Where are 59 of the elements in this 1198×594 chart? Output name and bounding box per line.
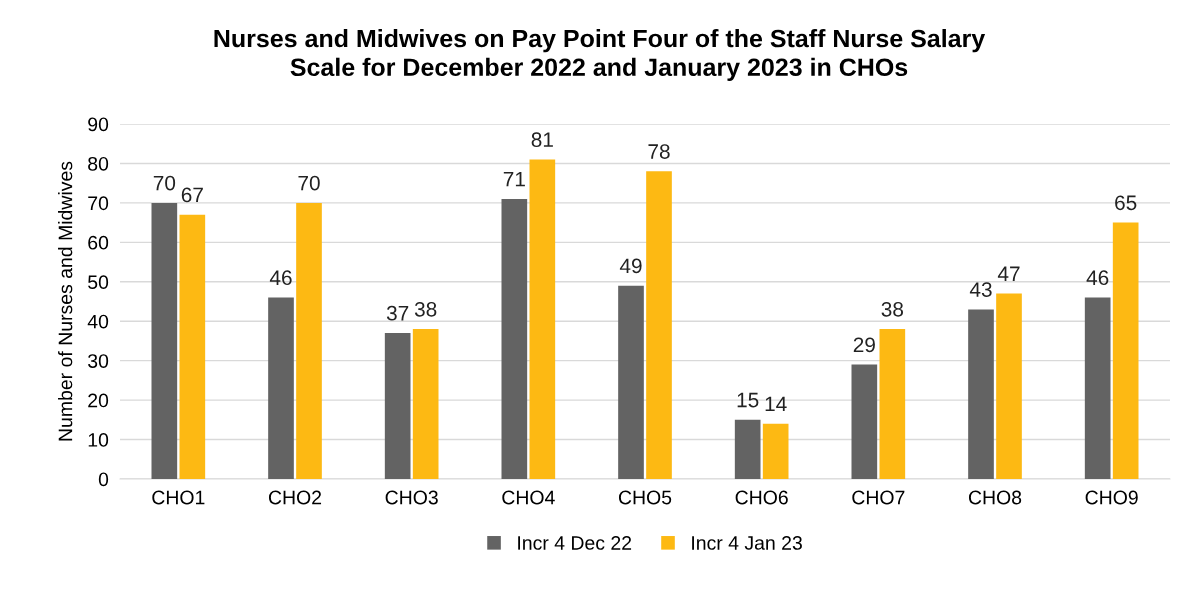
data-label: 38 bbox=[881, 301, 904, 317]
y-tick-label: 60 bbox=[88, 235, 109, 250]
bar bbox=[1084, 297, 1111, 479]
bar bbox=[851, 364, 878, 479]
x-tick-label: CHO3 bbox=[385, 490, 438, 505]
bar bbox=[618, 285, 644, 479]
bar bbox=[501, 198, 528, 479]
bar bbox=[412, 329, 439, 479]
data-label: 71 bbox=[503, 171, 525, 187]
y-tick-label: 70 bbox=[88, 196, 109, 211]
bar bbox=[529, 159, 556, 479]
data-label: 78 bbox=[648, 144, 670, 159]
bar bbox=[968, 309, 994, 479]
bar bbox=[179, 214, 206, 479]
bar bbox=[268, 297, 294, 479]
y-tick-label: 30 bbox=[88, 354, 109, 368]
y-axis-title: Number of Nurses and Midwives bbox=[58, 161, 73, 441]
data-label: 14 bbox=[765, 396, 787, 412]
data-label: 70 bbox=[153, 175, 176, 191]
x-tick-label: CHO6 bbox=[735, 490, 788, 505]
y-tick-label: 0 bbox=[98, 472, 109, 487]
x-tick-label: CHO7 bbox=[852, 490, 905, 505]
bar bbox=[384, 333, 411, 479]
bar bbox=[996, 293, 1022, 479]
data-label: 49 bbox=[619, 258, 642, 274]
data-label: 38 bbox=[414, 301, 437, 317]
data-label: 70 bbox=[298, 175, 320, 191]
x-tick-label: CHO2 bbox=[268, 490, 322, 505]
data-label: 81 bbox=[531, 132, 553, 148]
x-tick-label: CHO5 bbox=[618, 490, 672, 505]
y-tick-label: 50 bbox=[88, 275, 109, 290]
x-tick-label: CHO8 bbox=[968, 490, 1022, 505]
y-tick-label: 20 bbox=[88, 393, 109, 408]
y-tick-label: 90 bbox=[88, 117, 109, 132]
data-label: 46 bbox=[269, 270, 292, 286]
y-tick-label: 10 bbox=[88, 433, 109, 447]
y-tick-label: 40 bbox=[87, 314, 109, 329]
data-label: 46 bbox=[1086, 270, 1109, 286]
data-label: 37 bbox=[386, 305, 409, 321]
bar bbox=[1112, 222, 1139, 479]
data-label: 47 bbox=[997, 266, 1020, 281]
data-label: 65 bbox=[1115, 195, 1137, 211]
x-tick-label: CHO9 bbox=[1085, 490, 1138, 505]
bar bbox=[646, 171, 672, 479]
y-tick-label: 80 bbox=[88, 156, 109, 171]
legend-label: Incr 4 Dec 22 bbox=[518, 536, 632, 550]
chart-title: Nurses and Midwives on Pay Point Four of the Staff Nurse Salary Scale for December 2022 and January 2023 in CHOs bbox=[214, 28, 986, 82]
bar bbox=[879, 329, 906, 479]
data-label: 67 bbox=[181, 187, 203, 203]
x-tick-label: CHO4 bbox=[502, 490, 555, 505]
bar bbox=[734, 419, 761, 479]
x-tick-label: CHO1 bbox=[152, 490, 205, 505]
data-label: 43 bbox=[969, 282, 992, 297]
data-label: 15 bbox=[737, 392, 759, 408]
bar bbox=[151, 202, 178, 479]
legend-label: Incr 4 Jan 23 bbox=[692, 536, 802, 550]
data-label: 29 bbox=[853, 337, 875, 353]
bar bbox=[296, 202, 322, 479]
bar bbox=[762, 423, 789, 479]
